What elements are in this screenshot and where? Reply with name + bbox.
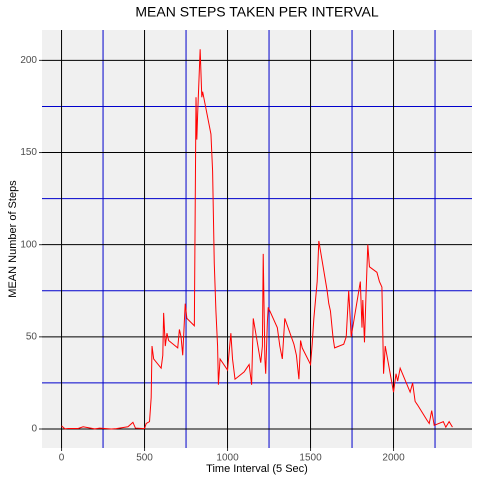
y-tick-label: 150 (20, 147, 37, 158)
y-axis-label: MEAN Number of Steps (7, 180, 19, 298)
y-tick-label: 200 (20, 55, 37, 66)
x-tick-label: 1500 (299, 453, 322, 464)
x-tick-label: 2000 (382, 453, 405, 464)
y-tick-label: 100 (20, 239, 37, 250)
x-tick-label: 1000 (216, 453, 239, 464)
y-tick-label: 50 (26, 331, 38, 342)
x-tick-label: 500 (136, 453, 153, 464)
y-tick-label: 0 (31, 424, 37, 435)
plot-panel (42, 30, 472, 448)
x-axis-label: Time Interval (5 Sec) (206, 463, 308, 475)
chart-title: MEAN STEPS TAKEN PER INTERVAL (135, 4, 378, 20)
x-tick-label: 0 (59, 453, 65, 464)
data-line (61, 49, 453, 430)
